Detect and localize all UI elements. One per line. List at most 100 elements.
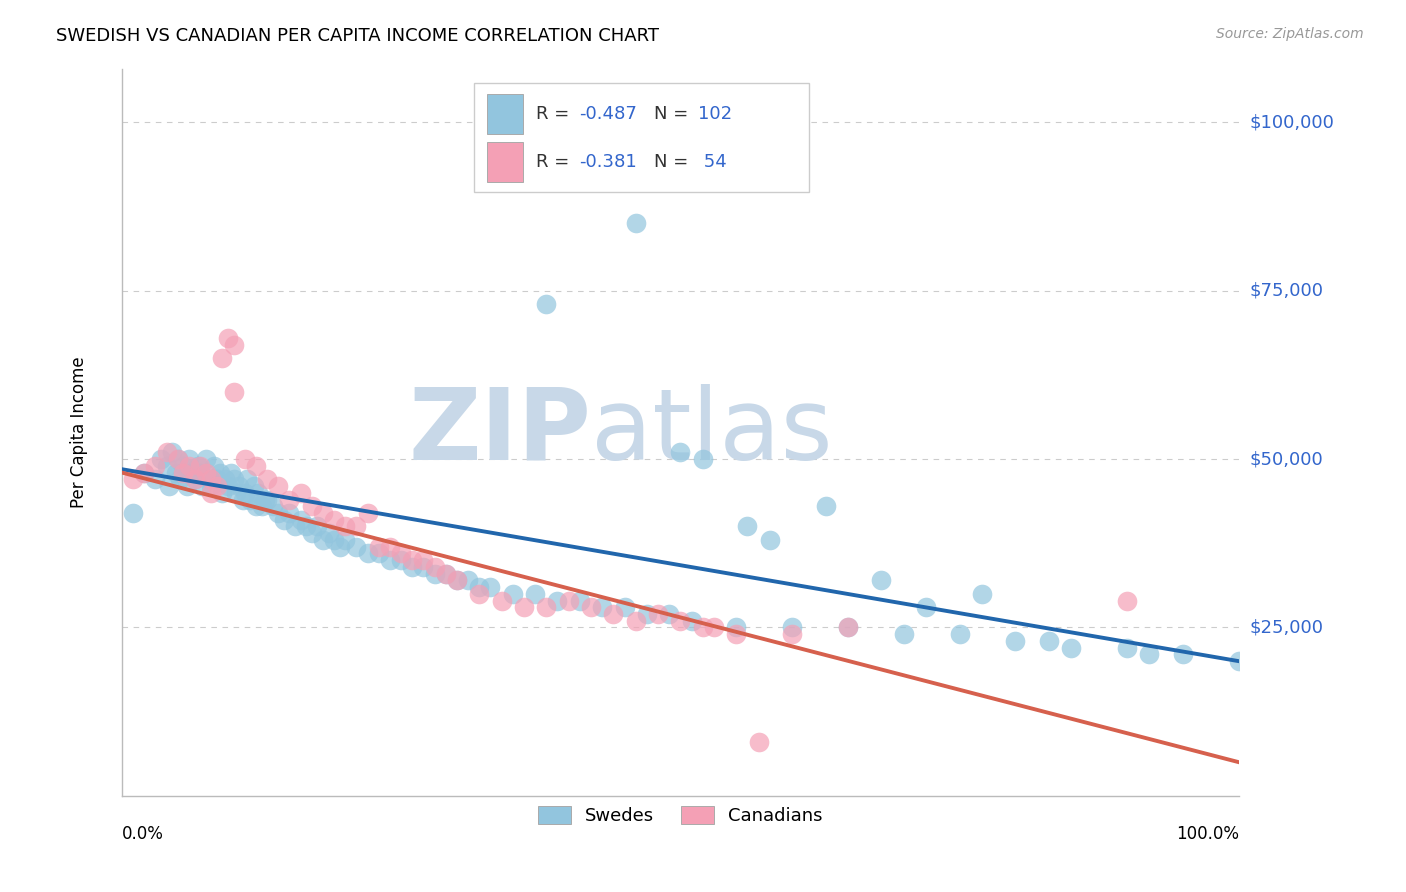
Text: 102: 102 bbox=[699, 104, 733, 122]
Point bbox=[970, 587, 993, 601]
Point bbox=[145, 458, 167, 473]
Point bbox=[468, 580, 491, 594]
Point bbox=[166, 452, 188, 467]
Text: N =: N = bbox=[654, 104, 693, 122]
Text: $75,000: $75,000 bbox=[1250, 282, 1324, 300]
Point bbox=[446, 574, 468, 588]
Point bbox=[423, 560, 446, 574]
Point bbox=[183, 472, 205, 486]
Point bbox=[217, 479, 239, 493]
Point bbox=[200, 472, 222, 486]
Point bbox=[401, 560, 423, 574]
Point bbox=[214, 472, 236, 486]
Point bbox=[256, 492, 278, 507]
Point bbox=[814, 500, 837, 514]
Point bbox=[389, 546, 412, 560]
Point bbox=[636, 607, 658, 621]
Point bbox=[367, 546, 389, 560]
Point bbox=[205, 472, 228, 486]
Point bbox=[434, 566, 457, 581]
Point bbox=[134, 466, 156, 480]
Legend: Swedes, Canadians: Swedes, Canadians bbox=[529, 797, 832, 834]
Point bbox=[568, 593, 591, 607]
Point bbox=[356, 506, 378, 520]
Point bbox=[200, 485, 222, 500]
Text: atlas: atlas bbox=[591, 384, 832, 481]
Point bbox=[256, 472, 278, 486]
Point bbox=[172, 466, 194, 480]
Point bbox=[200, 479, 222, 493]
Point bbox=[312, 533, 335, 547]
Point bbox=[253, 492, 276, 507]
Point bbox=[267, 479, 290, 493]
Point bbox=[579, 600, 602, 615]
Point bbox=[222, 337, 245, 351]
Point bbox=[557, 593, 579, 607]
Point bbox=[401, 553, 423, 567]
Point bbox=[725, 627, 748, 641]
Point bbox=[346, 540, 368, 554]
Text: 0.0%: 0.0% bbox=[122, 825, 165, 843]
Point bbox=[222, 384, 245, 399]
Text: -0.487: -0.487 bbox=[579, 104, 637, 122]
FancyBboxPatch shape bbox=[486, 94, 523, 134]
Text: 100.0%: 100.0% bbox=[1175, 825, 1239, 843]
Point bbox=[1116, 640, 1139, 655]
Point bbox=[245, 500, 267, 514]
Point bbox=[122, 506, 145, 520]
Point bbox=[367, 540, 389, 554]
Point bbox=[457, 574, 479, 588]
Point bbox=[837, 620, 859, 634]
Point bbox=[262, 500, 284, 514]
Point bbox=[346, 519, 368, 533]
FancyBboxPatch shape bbox=[474, 83, 808, 192]
Point bbox=[134, 466, 156, 480]
Point bbox=[236, 472, 259, 486]
FancyBboxPatch shape bbox=[486, 142, 523, 182]
Point bbox=[547, 593, 569, 607]
Point bbox=[870, 574, 893, 588]
Point bbox=[758, 533, 780, 547]
Point bbox=[318, 526, 340, 541]
Point bbox=[323, 513, 346, 527]
Point bbox=[669, 445, 692, 459]
Point bbox=[205, 479, 228, 493]
Point bbox=[412, 553, 434, 567]
Text: R =: R = bbox=[536, 104, 575, 122]
Point bbox=[233, 452, 256, 467]
Point bbox=[378, 540, 401, 554]
Point bbox=[194, 452, 217, 467]
Point bbox=[681, 614, 703, 628]
Point bbox=[232, 492, 254, 507]
Point bbox=[198, 472, 221, 486]
Point bbox=[245, 458, 267, 473]
Point bbox=[1004, 634, 1026, 648]
Point bbox=[915, 600, 938, 615]
Text: R =: R = bbox=[536, 153, 575, 170]
Point bbox=[692, 452, 714, 467]
Point bbox=[725, 620, 748, 634]
Point bbox=[165, 466, 187, 480]
Point bbox=[166, 452, 188, 467]
Point bbox=[278, 492, 301, 507]
Point bbox=[536, 600, 558, 615]
Point bbox=[278, 506, 301, 520]
Point bbox=[1060, 640, 1083, 655]
Point bbox=[1038, 634, 1060, 648]
Text: N =: N = bbox=[654, 153, 693, 170]
Point bbox=[1227, 654, 1250, 668]
Point bbox=[301, 500, 323, 514]
Point bbox=[211, 485, 233, 500]
Point bbox=[329, 540, 352, 554]
Point bbox=[536, 297, 558, 311]
Point bbox=[295, 519, 318, 533]
Point bbox=[624, 614, 647, 628]
Point bbox=[160, 445, 183, 459]
Point bbox=[239, 492, 262, 507]
Point bbox=[780, 620, 803, 634]
Point bbox=[187, 458, 209, 473]
Point bbox=[647, 607, 669, 621]
Point bbox=[172, 458, 194, 473]
Point bbox=[624, 216, 647, 230]
Point bbox=[446, 574, 468, 588]
